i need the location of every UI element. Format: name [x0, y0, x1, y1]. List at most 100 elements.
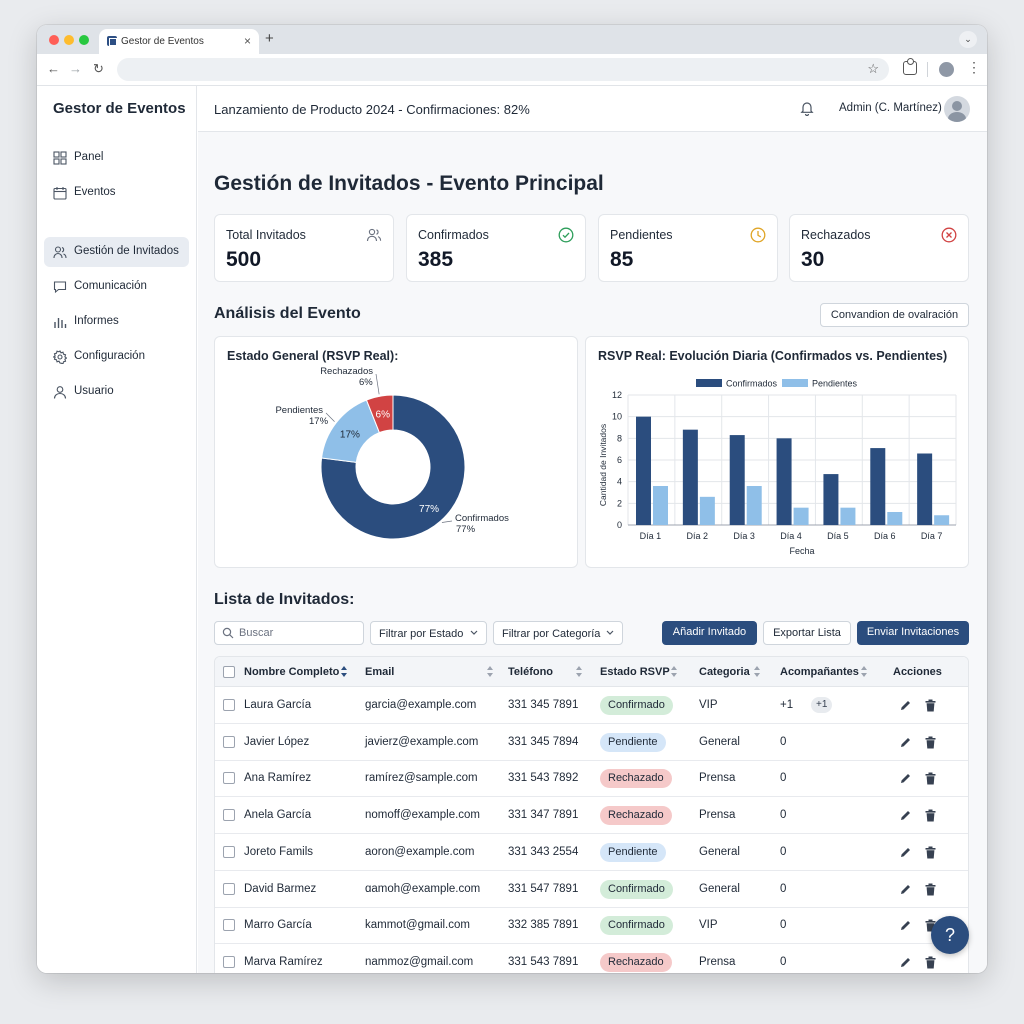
guest-phone: 331 343 2554	[508, 845, 579, 858]
toolbar-divider	[927, 62, 928, 77]
export-list-button[interactable]: Exportar Lista	[763, 621, 851, 645]
back-button[interactable]: ←	[47, 61, 60, 76]
edit-icon[interactable]	[899, 736, 912, 749]
y-tick-label: 10	[612, 412, 622, 422]
edit-icon[interactable]	[899, 699, 912, 712]
guest-companions: 0	[780, 809, 787, 822]
add-guest-button[interactable]: Añadir Invitado	[662, 621, 757, 645]
trash-icon[interactable]	[925, 809, 936, 822]
filter-category-dropdown[interactable]: Filtrar por Categoría	[493, 621, 623, 645]
sort-active-icon[interactable]	[341, 666, 347, 677]
leader-line	[375, 373, 380, 395]
sidebar-item-informes[interactable]: Informes	[44, 307, 189, 337]
guest-email: garcia@example.com	[365, 699, 477, 711]
y-tick-label: 0	[617, 520, 622, 530]
trash-icon[interactable]	[925, 699, 936, 712]
new-tab-button[interactable]: +	[265, 30, 274, 47]
conversion-button[interactable]: Convandion de ovalración	[820, 303, 969, 327]
address-bar[interactable]: ☆	[117, 58, 889, 81]
select-all-checkbox[interactable]	[223, 666, 235, 678]
sort-icon[interactable]	[861, 666, 867, 677]
x-tick-label: Día 3	[733, 531, 755, 541]
sidebar-item-gestion-invitados[interactable]: Gestión de Invitados	[44, 237, 189, 267]
bar-chart-icon	[54, 318, 67, 328]
help-button[interactable]: ?	[931, 916, 969, 954]
edit-icon[interactable]	[899, 919, 912, 932]
slice-name-label: Confirmados	[455, 513, 509, 524]
trash-icon[interactable]	[925, 846, 936, 859]
edit-icon[interactable]	[899, 883, 912, 896]
trash-icon[interactable]	[925, 883, 936, 896]
guest-phone: 331 543 7892	[508, 772, 579, 785]
reload-button[interactable]: ↻	[93, 61, 104, 76]
table-row[interactable]: Laura García garcia@example.com 331 345 78…	[215, 687, 968, 724]
row-checkbox[interactable]	[223, 809, 235, 822]
sidebar-item-usuario[interactable]: Usuario	[44, 377, 189, 407]
guest-phone: 331 345 7894	[508, 735, 579, 748]
table-row[interactable]: Joreto Famils aoron@example.com 331 343 25…	[215, 834, 968, 871]
profile-avatar[interactable]	[939, 62, 954, 77]
row-checkbox[interactable]	[223, 735, 235, 748]
browser-menu-icon[interactable]: ⋮	[967, 59, 981, 75]
forward-button[interactable]: →	[69, 61, 82, 76]
column-header[interactable]: Estado RSVP	[600, 666, 670, 678]
sidebar-item-eventos[interactable]: Eventos	[44, 178, 189, 208]
slice-percent-label: 6%	[359, 377, 373, 388]
close-window-button[interactable]	[49, 35, 59, 45]
sidebar-item-label: Panel	[74, 151, 104, 163]
table-row[interactable]: Marva Ramírez nammoz@gmail.com 331 543 789…	[215, 944, 968, 973]
column-header[interactable]: Email	[365, 666, 395, 678]
send-invitations-button[interactable]: Enviar Invitaciones	[857, 621, 969, 645]
column-header[interactable]: Categoria	[699, 666, 750, 678]
maximize-window-button[interactable]	[79, 35, 89, 45]
tab-close-icon[interactable]: ×	[243, 34, 251, 48]
table-row[interactable]: Marro García kammot@gmail.com 332 385 7891…	[215, 907, 968, 945]
row-checkbox[interactable]	[223, 845, 235, 858]
user-avatar[interactable]	[944, 96, 970, 122]
guest-name: Joreto Famils	[244, 845, 314, 858]
table-row[interactable]: Ana Ramírez ramírez@sample.com 331 543 789…	[215, 760, 968, 798]
extensions-icon[interactable]	[903, 58, 917, 75]
status-badge: Confirmado	[600, 879, 673, 899]
filter-status-dropdown[interactable]: Filtrar por Estado	[370, 621, 487, 645]
trash-icon[interactable]	[925, 772, 936, 785]
column-header[interactable]: Nombre Completo	[244, 666, 340, 678]
edit-icon[interactable]	[899, 846, 912, 859]
row-checkbox[interactable]	[223, 955, 235, 968]
table-header: Nombre Completo Email Teléfono Estado RS…	[215, 657, 968, 687]
row-checkbox[interactable]	[223, 882, 235, 895]
sort-icon[interactable]	[576, 666, 582, 677]
edit-icon[interactable]	[899, 956, 912, 969]
sidebar-item-comunicacion[interactable]: Comunicación	[44, 272, 189, 302]
guest-companions: 0	[780, 919, 787, 932]
edit-icon[interactable]	[899, 772, 912, 785]
bookmark-star-icon[interactable]: ☆	[867, 61, 879, 76]
search-box[interactable]	[214, 621, 364, 645]
table-row[interactable]: Javier López javierz@example.com 331 345 7…	[215, 724, 968, 761]
column-header[interactable]: Teléfono	[508, 666, 554, 678]
row-checkbox[interactable]	[223, 699, 235, 711]
trash-icon[interactable]	[925, 736, 936, 749]
x-tick-label: Día 4	[780, 531, 802, 541]
bar-chart-card: RSVP Real: Evolución Diaria (Confirmados…	[585, 336, 969, 568]
row-checkbox[interactable]	[223, 772, 235, 785]
column-header[interactable]: Acompañantes	[780, 666, 859, 678]
search-input[interactable]	[237, 625, 357, 641]
edit-icon[interactable]	[899, 809, 912, 822]
tab-search-button[interactable]: ⌄	[959, 31, 977, 48]
sort-icon[interactable]	[754, 666, 760, 677]
x-axis-title: Fecha	[789, 546, 814, 556]
sidebar-item-configuracion[interactable]: Configuración	[44, 342, 189, 372]
minimize-window-button[interactable]	[64, 35, 74, 45]
table-row[interactable]: David Barmez ɑamoh@example.com 331 547 789…	[215, 871, 968, 908]
trash-icon[interactable]	[925, 956, 936, 969]
table-row[interactable]: Anela García nomoff@example.com 331 347 78…	[215, 797, 968, 835]
sidebar-item-panel[interactable]: Panel	[44, 143, 189, 173]
row-checkbox[interactable]	[223, 919, 235, 932]
user-name[interactable]: Admin (C. Martínez)	[839, 102, 942, 114]
sort-icon[interactable]	[487, 666, 493, 677]
bell-icon[interactable]	[799, 100, 815, 116]
sort-icon[interactable]	[671, 666, 677, 677]
top-bar: Lanzamiento de Producto 2024 - Confirmac…	[198, 86, 987, 132]
browser-tab[interactable]: Gestor de Eventos ×	[99, 29, 259, 54]
